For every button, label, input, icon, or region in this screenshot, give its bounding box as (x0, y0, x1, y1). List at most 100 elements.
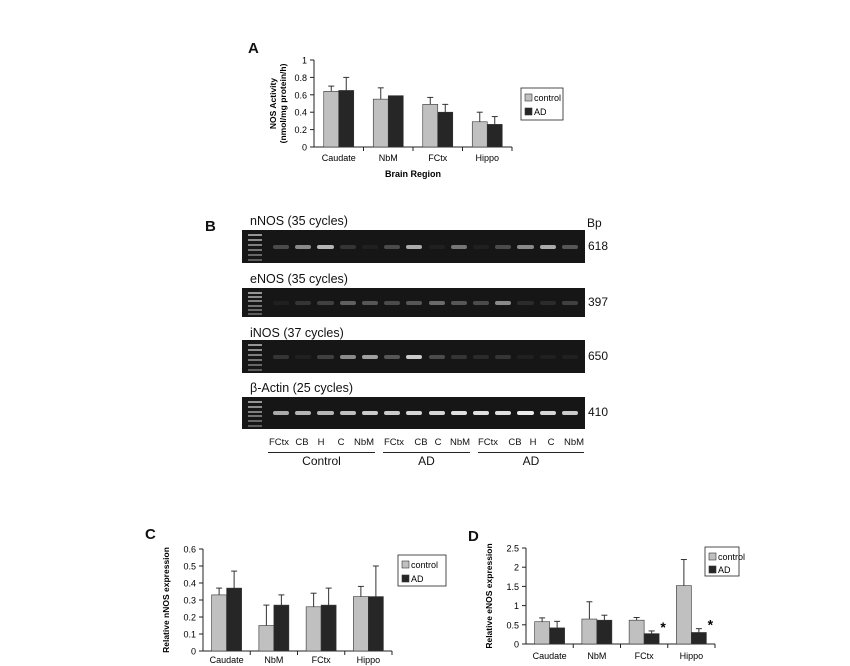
ladder-band (248, 234, 262, 236)
legend-swatch-ad (524, 107, 533, 116)
y-tick-label: 0.4 (294, 108, 307, 118)
bp-header: Bp (587, 216, 602, 230)
gel-band (428, 411, 445, 415)
gel-band (495, 411, 512, 415)
lane-label: C (434, 437, 442, 448)
gel-band (361, 300, 379, 305)
ladder-band (248, 259, 262, 261)
ladder-band (248, 415, 262, 418)
gel-row-title: β-Actin (25 cycles) (250, 381, 354, 395)
gel-band (406, 354, 423, 359)
lane-label: CB (414, 437, 428, 448)
x-axis-label: Brain Region (385, 169, 441, 179)
gel-band (273, 244, 290, 249)
group-underline (478, 452, 584, 453)
ladder-band (248, 300, 262, 303)
gel-band (472, 244, 490, 249)
gel-band (406, 300, 423, 305)
gel-image (242, 288, 585, 317)
gel-band (317, 411, 334, 415)
x-tick-label: NbM (379, 153, 398, 163)
x-tick-label: Hippo (475, 153, 499, 163)
ladder-band (248, 292, 262, 294)
gel-band (450, 300, 467, 305)
gel-band (495, 300, 512, 305)
gel-band (339, 300, 356, 305)
ladder-band (248, 244, 262, 246)
group-underline (268, 452, 375, 453)
ladder-band (248, 359, 262, 361)
legend-label-ad: AD (534, 107, 547, 117)
gel-row-title: nNOS (35 cycles) (250, 214, 348, 228)
ladder-band (248, 354, 262, 356)
gel-band (495, 244, 512, 249)
lane-label: FCtx (268, 437, 290, 448)
gel-band (495, 354, 512, 359)
gel-band (517, 354, 534, 359)
gel-band (317, 300, 334, 305)
gel-band (472, 300, 490, 305)
panel-letter-d: D (468, 528, 479, 545)
gel-band (361, 244, 379, 249)
bar-ad-nbm (387, 95, 404, 148)
gel-band (517, 411, 534, 415)
gel-band (428, 354, 445, 359)
gel-band (428, 244, 445, 249)
lane-label: NbM (353, 437, 375, 448)
gel-band (384, 354, 401, 359)
lane-label: CB (508, 437, 522, 448)
band-size-label: 397 (588, 294, 609, 309)
gel-band (539, 300, 556, 305)
gel-band (450, 411, 467, 415)
panel-letter-c: C (145, 526, 156, 543)
gel-band (561, 300, 578, 305)
band-size-label: 618 (588, 238, 609, 253)
ladder-band (248, 304, 262, 307)
gel-band (472, 354, 490, 359)
gel-band (339, 411, 356, 415)
ladder-band (248, 239, 262, 241)
gel-band (384, 244, 401, 249)
ladder-band (248, 313, 262, 315)
ladder-band (248, 405, 262, 408)
y-tick-label: 0 (302, 143, 307, 153)
gel-band (428, 300, 445, 305)
lane-label: CB (295, 437, 309, 448)
ladder-band (248, 308, 262, 311)
y-tick-label: 0.2 (294, 125, 307, 135)
gel-band (317, 354, 334, 359)
y-tick-label: 1 (302, 56, 307, 66)
lane-label: NbM (449, 437, 471, 448)
gel-band (539, 354, 556, 359)
gel-row-title: eNOS (35 cycles) (250, 272, 348, 286)
gel-band (406, 411, 423, 415)
ladder-band (248, 369, 262, 371)
ladder-band (248, 425, 262, 427)
gel-band (295, 411, 312, 415)
x-tick-label: Caudate (322, 153, 356, 163)
gel-band (339, 354, 356, 359)
legend-label-control: control (534, 93, 561, 103)
y-axis-label-units: (nmol/mg protein/h) (278, 63, 288, 143)
gel-band (361, 354, 379, 359)
gel-band (295, 300, 312, 305)
gel-band (472, 411, 490, 415)
gel-row-title: iNOS (37 cycles) (250, 326, 344, 340)
lane-label: NbM (563, 437, 585, 448)
y-axis-label: NOS Activity (268, 78, 278, 129)
ladder-band (248, 254, 262, 256)
group-underline (383, 452, 470, 453)
band-size-label: 650 (588, 348, 609, 363)
panel-letter-b: B (205, 218, 216, 235)
ladder-band (248, 349, 262, 351)
gel-band (361, 411, 379, 415)
lane-label: C (337, 437, 345, 448)
legend-swatch-control (524, 93, 533, 102)
gel-band (450, 354, 467, 359)
lane-label: C (547, 437, 555, 448)
gel-band (317, 244, 334, 249)
gel-band (539, 411, 556, 415)
lane-label: FCtx (383, 437, 405, 448)
lane-label: H (529, 437, 537, 448)
